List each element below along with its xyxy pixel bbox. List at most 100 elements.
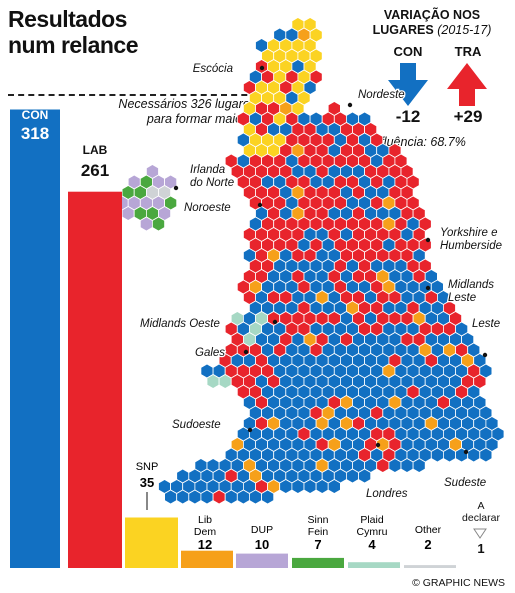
seat-hex — [121, 206, 135, 221]
region-label-leste: Leste — [448, 292, 476, 304]
region-dot-midlands — [425, 285, 431, 291]
swing-con-party: CON — [393, 44, 423, 59]
value-label-plaid-cymru: 4 — [368, 537, 376, 552]
swing-years: (2015-17) — [437, 23, 492, 37]
pending-label: A declarar — [460, 500, 502, 524]
value-label-snp: 35 — [140, 475, 154, 490]
tick-label-lab: LAB — [83, 143, 108, 157]
region-dot-noroeste — [257, 202, 263, 208]
bar-lab — [68, 191, 122, 568]
seat-hex — [345, 468, 359, 484]
majority-note-line-2: para formar maioria — [146, 112, 256, 126]
seat-hex — [430, 447, 444, 463]
seat-hex — [327, 479, 341, 494]
seat-hex — [412, 458, 426, 473]
tick-label-lib-dem-2: Dem — [194, 526, 216, 538]
value-label-sinn-fein: 7 — [314, 537, 321, 552]
majority-note: Necessários 326 lugares para formar maio… — [76, 97, 256, 127]
seat-hex — [151, 216, 166, 232]
seat-hex — [206, 374, 220, 389]
seat-hex — [291, 479, 305, 494]
seat-hex — [358, 468, 372, 484]
tick-label-dup: DUP — [251, 524, 273, 536]
region-label-yorkshire-e: Yorkshire e — [440, 227, 498, 239]
swing-tra-party: TRA — [454, 44, 482, 59]
region-dot-irlanda — [173, 185, 179, 191]
tick-label-con: CON — [22, 108, 49, 122]
seat-hex — [248, 489, 263, 505]
tra-up-arrow-icon — [447, 63, 487, 106]
value-label-lib-dem: 12 — [198, 537, 212, 552]
pending-label-line-1: A — [477, 500, 485, 512]
seat-hex — [315, 479, 329, 494]
bar-snp — [125, 517, 178, 568]
swing-title: VARIAÇÃO NOS LUGARES (2015-17) — [356, 8, 508, 38]
region-label-gales: Gales — [195, 347, 225, 359]
region-label-sudoeste: Sudoeste — [172, 419, 221, 431]
value-label-other: 2 — [424, 537, 431, 552]
region-label-esc-cia: Escócia — [193, 63, 233, 75]
value-label-con: 318 — [21, 124, 49, 143]
seat-hex — [212, 489, 226, 505]
seat-hex — [261, 489, 275, 505]
seat-hex — [164, 489, 178, 505]
tick-label-other: Other — [415, 524, 442, 536]
seat-hex — [236, 489, 250, 505]
region-dot-gales — [243, 349, 249, 355]
region-dot-leste — [482, 352, 488, 358]
tick-label-sinn-fein-1: Sinn — [307, 514, 328, 526]
bar-other — [404, 565, 456, 568]
majority-line — [8, 94, 298, 96]
seat-hex — [376, 458, 390, 473]
region-label-nordeste: Nordeste — [358, 89, 405, 101]
pending-label-line-2: declarar — [462, 512, 500, 524]
tick-label-lib-dem-1: Lib — [198, 514, 212, 526]
region-dot-midlands-oeste — [272, 319, 278, 325]
value-label-dup: 10 — [255, 537, 269, 552]
region-label-londres: Londres — [366, 488, 408, 500]
tick-label-snp: SNP — [136, 461, 159, 473]
seat-hex — [224, 489, 238, 505]
swing-title-line-2: LUGARES — [372, 23, 434, 37]
tick-label-plaid-cymru-1: Plaid — [360, 514, 384, 526]
seat-hex — [218, 374, 232, 389]
seat-hex — [188, 489, 202, 505]
region-dot-yorkshire-e — [425, 237, 431, 243]
region-label-midlands-oeste: Midlands Oeste — [140, 318, 220, 330]
region-label-do-norte: do Norte — [190, 177, 234, 189]
region-label-humberside: Humberside — [440, 240, 502, 252]
region-label-sudeste: Sudeste — [444, 477, 486, 489]
seat-hex — [442, 447, 456, 463]
swing-title-line-1: VARIAÇÃO NOS — [383, 8, 481, 22]
seat-hex — [467, 447, 481, 463]
region-label-noroeste: Noroeste — [184, 202, 231, 214]
region-dot-nordeste — [347, 102, 353, 108]
seat-hex — [200, 489, 214, 505]
seat-hex — [479, 447, 493, 463]
region-label-irlanda: Irlanda — [190, 164, 225, 176]
region-label-midlands: Midlands — [448, 279, 494, 291]
seat-hex — [388, 458, 402, 473]
value-label-lab: 261 — [81, 161, 109, 180]
seat-hex — [279, 479, 293, 494]
pending-value: 1 — [477, 541, 485, 556]
region-label-leste: Leste — [472, 318, 500, 330]
swing-con-value: -12 — [395, 107, 421, 126]
swing-tra-value: +29 — [453, 107, 483, 126]
tick-label-sinn-fein-2: Fein — [308, 526, 329, 538]
bar-con — [10, 109, 60, 568]
seat-hex — [176, 489, 190, 505]
seat-hex — [303, 479, 317, 494]
majority-note-line-1: Necessários 326 lugares — [118, 97, 256, 111]
bars-group — [10, 109, 456, 568]
con-down-arrow-icon — [388, 63, 428, 106]
title-line-1: Resultados — [8, 6, 127, 32]
title-line-2: num relance — [8, 32, 139, 58]
page-title: Resultados num relance — [8, 6, 139, 58]
bar-dup — [236, 553, 288, 568]
